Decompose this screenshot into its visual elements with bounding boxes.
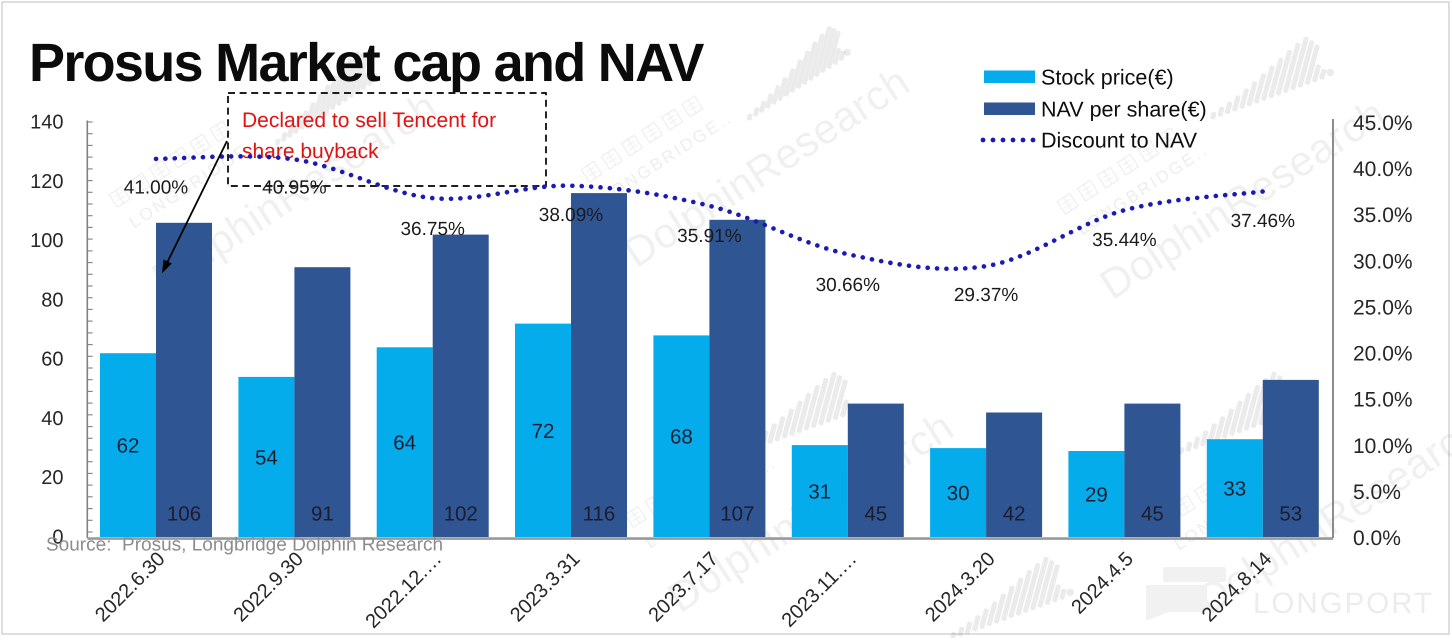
svg-text:102: 102 [444, 503, 478, 526]
svg-text:42: 42 [1003, 503, 1026, 526]
svg-text:45: 45 [864, 503, 887, 526]
svg-text:68: 68 [670, 426, 693, 449]
svg-text:116: 116 [583, 503, 616, 526]
svg-text:Source: Prosus, Longbridge Do: Source: Prosus, Longbridge Dolphin Resea… [46, 535, 443, 556]
svg-text:LONGPORT: LONGPORT [1253, 587, 1434, 620]
svg-text:30.66%: 30.66% [816, 275, 881, 296]
svg-text:35.44%: 35.44% [1092, 230, 1157, 251]
svg-text:0: 0 [52, 527, 63, 549]
svg-text:60: 60 [41, 349, 63, 371]
svg-text:0.0%: 0.0% [1353, 527, 1401, 550]
svg-text:35.0%: 35.0% [1353, 204, 1413, 227]
svg-text:Discount to NAV: Discount to NAV [1041, 129, 1198, 153]
svg-text:30: 30 [947, 482, 970, 505]
svg-text:25.0%: 25.0% [1353, 296, 1413, 319]
svg-text:107: 107 [720, 503, 754, 526]
svg-text:10.0%: 10.0% [1353, 435, 1413, 458]
svg-text:38.09%: 38.09% [539, 205, 604, 226]
svg-text:64: 64 [393, 432, 416, 455]
svg-text:36.75%: 36.75% [400, 219, 465, 240]
svg-text:106: 106 [167, 503, 201, 526]
svg-text:40.0%: 40.0% [1353, 158, 1413, 181]
svg-text:29.37%: 29.37% [954, 285, 1019, 306]
svg-text:share buyback: share buyback [242, 140, 379, 163]
svg-text:37.46%: 37.46% [1231, 211, 1296, 232]
svg-text:Declared to sell Tencent for: Declared to sell Tencent for [242, 109, 496, 132]
svg-text:140: 140 [30, 112, 63, 134]
svg-text:5.0%: 5.0% [1353, 481, 1401, 504]
svg-text:NAV per share(€): NAV per share(€) [1041, 98, 1207, 122]
svg-text:45.0%: 45.0% [1353, 112, 1413, 135]
svg-text:Stock price(€): Stock price(€) [1041, 66, 1174, 90]
svg-text:53: 53 [1279, 503, 1302, 526]
svg-text:62: 62 [117, 435, 140, 458]
svg-text:20.0%: 20.0% [1353, 343, 1413, 366]
svg-text:40.95%: 40.95% [262, 178, 327, 199]
svg-text:72: 72 [532, 420, 555, 443]
svg-text:33: 33 [1223, 478, 1246, 501]
svg-text:45: 45 [1141, 503, 1164, 526]
svg-text:29: 29 [1085, 484, 1108, 507]
svg-text:120: 120 [30, 171, 63, 193]
svg-text:41.00%: 41.00% [124, 178, 189, 199]
svg-text:35.91%: 35.91% [677, 226, 742, 247]
svg-text:40: 40 [41, 408, 63, 430]
svg-text:Prosus Market cap and NAV: Prosus Market cap and NAV [29, 33, 704, 93]
svg-text:15.0%: 15.0% [1353, 389, 1413, 412]
svg-text:30.0%: 30.0% [1353, 250, 1413, 273]
svg-text:80: 80 [41, 289, 63, 311]
svg-text:31: 31 [808, 481, 831, 504]
svg-text:100: 100 [30, 230, 63, 252]
svg-text:54: 54 [255, 447, 278, 470]
svg-text:91: 91 [311, 503, 334, 526]
svg-text:20: 20 [41, 467, 63, 489]
